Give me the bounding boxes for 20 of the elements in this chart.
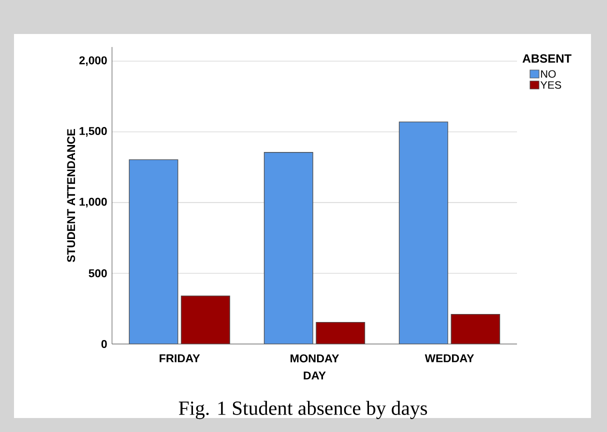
y-tick-label: 1,000 xyxy=(80,198,107,208)
legend-label: NO xyxy=(541,70,556,78)
x-tick-label: MONDAY xyxy=(290,354,339,362)
y-tick-label: 2,000 xyxy=(79,56,107,66)
x-axis-title: DAY xyxy=(304,372,326,380)
legend-label: YES xyxy=(540,81,562,89)
x-tick-label: WEDDAY xyxy=(424,354,474,362)
bar xyxy=(316,322,366,344)
y-axis-title: STUDENT ATTENDANCE xyxy=(67,129,76,262)
x-tick-label: FRIDAY xyxy=(160,354,200,362)
bar xyxy=(264,152,314,344)
bar xyxy=(450,314,500,344)
legend-title: ABSENT xyxy=(522,54,572,63)
bar xyxy=(128,159,178,344)
bar xyxy=(180,296,230,344)
bar xyxy=(398,122,448,344)
caption: Fig. 1 Student absence by days xyxy=(178,400,427,420)
y-tick-label: 1,500 xyxy=(80,127,107,137)
y-tick-label: 0 xyxy=(101,340,107,348)
y-tick-label: 500 xyxy=(88,269,107,278)
